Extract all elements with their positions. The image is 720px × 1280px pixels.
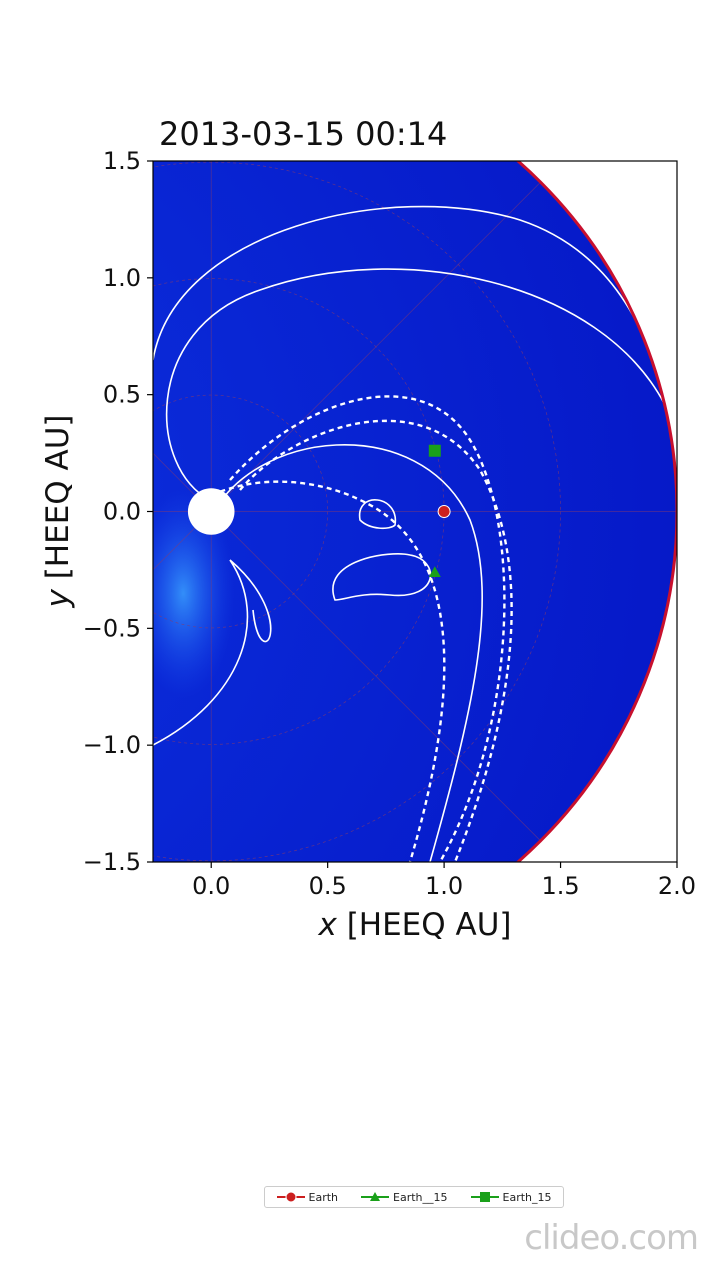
cme-front-contour xyxy=(239,419,513,862)
y-tick-label: 1.5 xyxy=(103,147,141,175)
x-axis-var: x xyxy=(317,907,337,943)
legend-entry: Earth_15 xyxy=(470,1190,552,1204)
x-tick-label: 0.0 xyxy=(192,872,230,900)
y-tick-label: 1.0 xyxy=(103,264,141,292)
legend-entry: Earth__15 xyxy=(361,1190,448,1204)
polar-grid xyxy=(153,161,677,862)
legend-label: Earth xyxy=(308,1190,339,1204)
contour-line xyxy=(332,553,432,601)
x-tick-label: 1.0 xyxy=(425,872,463,900)
grid-spoke xyxy=(210,181,541,512)
legend: Earth Earth__15 Earth_15 xyxy=(264,1186,564,1208)
legend-entry: Earth xyxy=(276,1190,339,1204)
x-tick-label: 2.0 xyxy=(658,872,696,900)
y-axis-unit: [HEEQ AU] xyxy=(40,414,76,579)
legend-marker xyxy=(361,1192,389,1201)
watermark-logo: clideo.com xyxy=(524,1218,699,1258)
contour-line xyxy=(153,559,272,746)
x-tick-label: 0.5 xyxy=(309,872,347,900)
y-tick-label: 0.0 xyxy=(103,498,141,526)
sun-disk xyxy=(187,488,235,535)
marker-earth xyxy=(285,1191,296,1203)
y-tick-label: −1.0 xyxy=(83,731,141,759)
y-tick-label: −1.5 xyxy=(83,848,141,876)
y-axis-label: y [HEEQ AU] xyxy=(40,414,76,608)
legend-marker xyxy=(276,1191,305,1203)
cme-glow xyxy=(153,488,235,699)
marker-earth-15 xyxy=(428,566,441,578)
grid-spoke xyxy=(210,511,541,842)
y-axis-var: y xyxy=(40,589,76,609)
y-tick-label: 0.5 xyxy=(103,381,141,409)
x-axis-label: x [HEEQ AU] xyxy=(317,907,511,943)
x-axis-unit: [HEEQ AU] xyxy=(347,907,512,943)
contour-line xyxy=(359,499,396,530)
grid-spoke xyxy=(153,511,212,571)
chart-title: 2013-03-15 00:14 xyxy=(159,115,447,153)
marker-earth xyxy=(437,505,451,518)
x-axis-ticks: 0.0 0.5 1.0 1.5 2.0 xyxy=(192,862,696,900)
legend-label: Earth_15 xyxy=(502,1190,552,1204)
legend-label: Earth__15 xyxy=(393,1190,448,1204)
y-axis-ticks: 1.5 1.0 0.5 0.0 −0.5 −1.0 −1.5 xyxy=(83,147,153,876)
contour-line xyxy=(165,268,666,501)
field-contours xyxy=(153,205,666,862)
plot-area xyxy=(153,161,677,862)
marker-earth-15 xyxy=(428,444,441,457)
cme-front-contour xyxy=(211,480,446,862)
planet-markers xyxy=(428,444,451,578)
marker-earth-15 xyxy=(479,1192,490,1202)
grid-spoke xyxy=(153,452,212,512)
legend-marker xyxy=(470,1192,499,1202)
y-tick-label: −0.5 xyxy=(83,614,141,642)
marker-earth-15 xyxy=(370,1192,380,1201)
x-tick-label: 1.5 xyxy=(541,872,579,900)
